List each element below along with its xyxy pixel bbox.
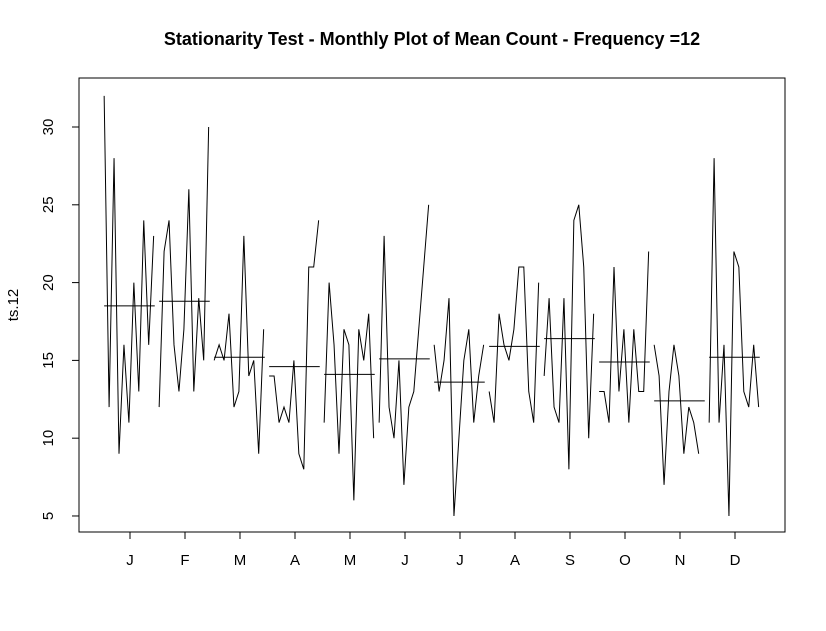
y-tick-label: 20 xyxy=(40,274,57,291)
x-tick-label: F xyxy=(180,552,189,569)
x-tick-label: A xyxy=(510,552,520,569)
month-line xyxy=(433,298,485,517)
y-tick-label: 10 xyxy=(40,430,57,447)
month-line xyxy=(378,204,430,485)
x-tick-label: M xyxy=(344,552,357,569)
month-line xyxy=(269,220,320,470)
x-tick-label: S xyxy=(565,552,575,569)
plot-frame xyxy=(78,77,786,533)
month-line xyxy=(488,266,540,423)
x-tick-label: J xyxy=(126,552,134,569)
month-line xyxy=(213,235,265,454)
x-tick-label: A xyxy=(290,552,300,569)
x-tick-label: N xyxy=(675,552,686,569)
x-tick-label: D xyxy=(730,552,741,569)
y-tick-label: 30 xyxy=(40,119,57,136)
month-line xyxy=(708,158,760,516)
y-tick-label: 15 xyxy=(40,352,57,369)
x-tick-label: J xyxy=(401,552,409,569)
month-line xyxy=(158,126,210,408)
chart-title: Stationarity Test - Monthly Plot of Mean… xyxy=(164,29,700,49)
month-line xyxy=(323,282,375,501)
y-tick-label: 5 xyxy=(40,512,57,520)
month-line xyxy=(103,95,155,454)
month-line xyxy=(653,344,700,485)
month-line xyxy=(543,204,595,470)
x-tick-label: O xyxy=(619,552,631,569)
x-tick-label: M xyxy=(234,552,247,569)
y-axis-label: ts.12 xyxy=(5,289,22,322)
month-line xyxy=(599,251,650,423)
y-tick-label: 25 xyxy=(40,196,57,213)
x-tick-label: J xyxy=(456,552,464,569)
